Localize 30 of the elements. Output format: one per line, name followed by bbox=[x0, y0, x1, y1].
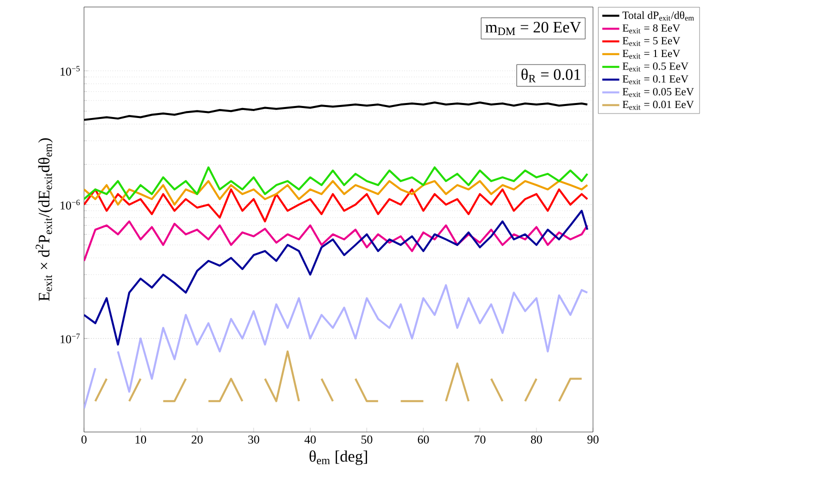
annotation: m$_{DM}$ = 20 EeV bbox=[485, 22, 581, 36]
legend-label: Total dP$_{exit}$/dθ$_{em}$ bbox=[622, 11, 694, 21]
line-series bbox=[84, 210, 588, 346]
x-tick-label: 80 bbox=[530, 436, 542, 444]
x-axis-title: θ$_{em}$ [deg] bbox=[310, 450, 368, 466]
legend-label: E$_{exit}$ = 0.01 EeV bbox=[622, 100, 694, 110]
line-series bbox=[84, 166, 588, 200]
legend-label: E$_{exit}$ = 0.1 EeV bbox=[622, 75, 688, 84]
legend-label: E$_{exit}$ = 1 EeV bbox=[622, 50, 680, 59]
legend-label: E$_{exit}$ = 0.05 EeV bbox=[622, 88, 694, 97]
text: E$_{exit}$ × d$^{2}$P$_{exit}$/(dE$_{exit}$dθ$_{em}$) bbox=[36, 138, 53, 301]
y-tick-label: 10$^{−6}$ bbox=[60, 200, 80, 210]
line-series bbox=[84, 188, 588, 222]
x-tick-label: 60 bbox=[418, 436, 429, 444]
x-tick-label: 30 bbox=[248, 436, 260, 444]
y-tick-label: 10$^{−7}$ bbox=[60, 334, 80, 344]
x-tick-label: 0 bbox=[81, 436, 87, 444]
line-series bbox=[84, 220, 588, 262]
legend-label: E$_{exit}$ = 8 EeV bbox=[622, 24, 680, 34]
x-tick-label: 20 bbox=[192, 436, 203, 444]
x-tick-label: 10 bbox=[136, 436, 146, 444]
x-tick-label: 90 bbox=[587, 436, 599, 444]
legend-label: E$_{exit}$ = 0.5 EeV bbox=[622, 62, 688, 72]
line-series bbox=[84, 180, 588, 206]
x-tick-label: 70 bbox=[474, 436, 486, 444]
y-tick-label: 10$^{−5}$ bbox=[60, 66, 80, 76]
x-tick-label: 40 bbox=[304, 436, 316, 444]
x-tick-label: 50 bbox=[361, 436, 372, 444]
legend-label: E$_{exit}$ = 5 EeV bbox=[622, 37, 680, 46]
annotation: θ$_{R}$ = 0.01 bbox=[522, 68, 580, 82]
